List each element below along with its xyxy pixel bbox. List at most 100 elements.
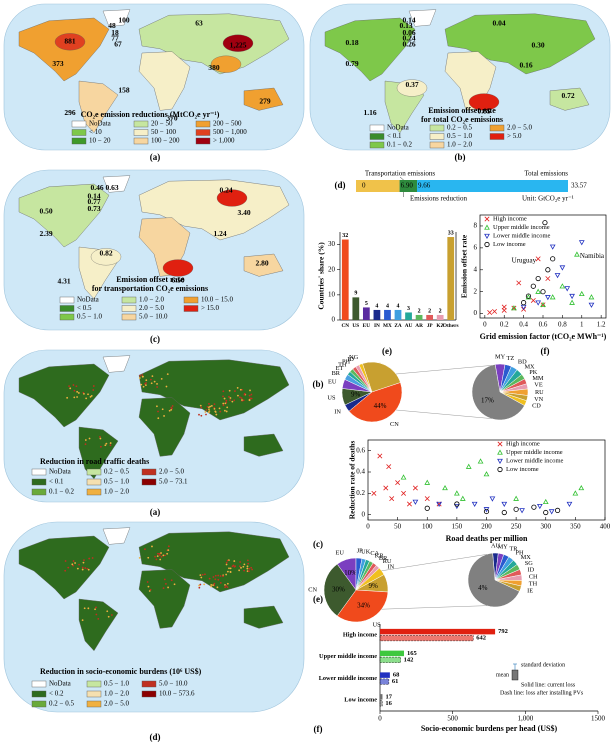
hotspot bbox=[88, 557, 91, 560]
bar bbox=[352, 297, 360, 320]
point bbox=[389, 496, 395, 502]
hotspot bbox=[163, 415, 165, 417]
hotspot bbox=[89, 395, 92, 398]
slice-label: CN bbox=[308, 586, 317, 593]
hotspot bbox=[68, 385, 71, 387]
point bbox=[542, 220, 548, 226]
slice-label: MY bbox=[495, 353, 506, 360]
hotspot bbox=[84, 439, 87, 441]
panel-caption: (e) bbox=[382, 346, 392, 356]
land bbox=[138, 531, 290, 593]
bar bbox=[379, 678, 390, 685]
hotspot bbox=[225, 399, 228, 402]
map-label: 279 bbox=[259, 97, 271, 106]
hotspot bbox=[225, 584, 228, 587]
legend-swatch bbox=[121, 305, 137, 312]
region bbox=[222, 34, 254, 52]
map-label: 18 bbox=[111, 28, 119, 37]
hotspot bbox=[75, 385, 78, 388]
hotspot bbox=[171, 405, 174, 407]
legend-label: Dash line: loss after installing PVs bbox=[500, 689, 584, 696]
map-label: 0.04 bbox=[492, 18, 505, 27]
y-tick-label: 0 bbox=[332, 316, 336, 324]
legend-label: 1.0 − 2.0 bbox=[139, 296, 164, 304]
point bbox=[559, 265, 566, 271]
x-tick-label: 1,000 bbox=[517, 715, 533, 723]
map-label: 1,225 bbox=[230, 41, 247, 50]
x-tick-label: 0 bbox=[483, 321, 487, 329]
hotspot bbox=[225, 561, 228, 564]
slice-label: TH bbox=[338, 362, 347, 369]
slice-label: ID bbox=[528, 567, 535, 574]
legend-label: 5.0 − 10.0 bbox=[159, 680, 188, 688]
hotspot bbox=[78, 563, 81, 566]
map-label: 0.18 bbox=[345, 38, 358, 47]
map-label: 0.50 bbox=[39, 207, 52, 216]
point bbox=[483, 471, 490, 477]
hotspot bbox=[223, 397, 226, 400]
map-label: 0.14 bbox=[87, 191, 100, 200]
slice-label: RU bbox=[535, 389, 544, 396]
value-label: 2 bbox=[439, 308, 442, 314]
point bbox=[549, 294, 556, 300]
hotspot bbox=[248, 398, 251, 401]
bar-segment bbox=[356, 180, 400, 192]
hotspot bbox=[200, 576, 203, 579]
x-tick-label: 400 bbox=[600, 523, 611, 531]
y-tick-label: Lower middle income bbox=[319, 675, 378, 682]
panel-caption: (d) bbox=[335, 180, 346, 190]
point bbox=[497, 466, 503, 473]
map-label: 0.73 bbox=[87, 204, 100, 213]
legend-label: < 10 bbox=[89, 128, 102, 136]
x-tick-label: KZ bbox=[436, 323, 444, 329]
hotspot bbox=[226, 406, 229, 409]
legend-label: < 0.1 bbox=[387, 132, 402, 140]
legend-label: 5.0 − 10.0 bbox=[139, 313, 168, 321]
hotspot bbox=[208, 577, 211, 580]
hotspot bbox=[64, 560, 67, 562]
land bbox=[138, 51, 191, 111]
hotspot bbox=[214, 411, 217, 413]
hotspot bbox=[250, 566, 253, 569]
point bbox=[578, 484, 585, 491]
hotspot bbox=[243, 563, 246, 566]
hotspot bbox=[222, 404, 225, 407]
point bbox=[489, 496, 496, 502]
point bbox=[521, 300, 527, 306]
point bbox=[564, 286, 571, 292]
hotspot bbox=[145, 382, 147, 384]
legend-label: Upper middle income bbox=[506, 449, 563, 456]
legend-swatch bbox=[71, 137, 87, 145]
hotspot bbox=[160, 555, 163, 558]
legend-label: 0.5 − 1.0 bbox=[77, 313, 102, 321]
point bbox=[484, 241, 490, 248]
hotspot bbox=[109, 444, 112, 447]
map-label: 0.30 bbox=[531, 41, 544, 50]
hotspot bbox=[208, 406, 210, 409]
legend-label: 1.0 − 2.0 bbox=[104, 488, 129, 496]
value-label: 6.90 bbox=[401, 182, 414, 190]
x-tick-label: 250 bbox=[511, 523, 522, 531]
hotspot bbox=[246, 567, 249, 570]
leader bbox=[399, 176, 404, 181]
point bbox=[525, 294, 532, 300]
land bbox=[18, 183, 110, 248]
hotspot bbox=[241, 399, 243, 401]
y-tick-label: 4 bbox=[474, 265, 478, 273]
x-tick-label: 350 bbox=[570, 523, 581, 531]
hotspot bbox=[167, 545, 170, 548]
hotspot bbox=[229, 397, 232, 399]
hotspot bbox=[246, 565, 249, 568]
hotspot bbox=[72, 384, 75, 386]
value-label: 4 bbox=[386, 303, 389, 309]
x-tick-label: 100 bbox=[422, 523, 433, 531]
hotspot bbox=[243, 392, 246, 395]
legend-swatch bbox=[86, 700, 102, 708]
slice-label: MY bbox=[498, 543, 509, 550]
point bbox=[578, 240, 585, 246]
legend-swatch bbox=[195, 137, 211, 145]
hotspot bbox=[156, 555, 159, 558]
hotspot bbox=[145, 384, 147, 387]
point bbox=[492, 308, 498, 314]
legend-label: Upper middle income bbox=[493, 224, 550, 231]
